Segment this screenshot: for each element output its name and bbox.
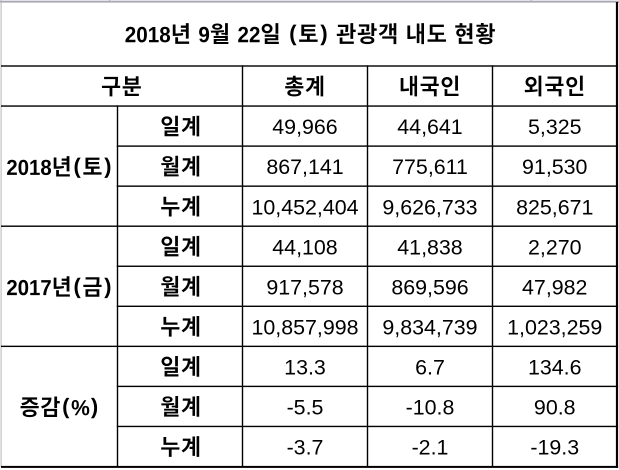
svg-text:13.3: 13.3: [284, 355, 326, 379]
svg-text:-10.8: -10.8: [406, 396, 455, 420]
svg-text:10,857,998: 10,857,998: [251, 315, 358, 339]
svg-text:775,611: 775,611: [392, 155, 468, 179]
svg-text:44,641: 44,641: [397, 115, 462, 139]
svg-text:47,982: 47,982: [522, 275, 587, 299]
svg-text:41,838: 41,838: [397, 235, 462, 259]
svg-text:1,023,259: 1,023,259: [507, 315, 602, 339]
svg-text:9,626,733: 9,626,733: [382, 195, 477, 219]
svg-text:-19.3: -19.3: [530, 436, 579, 460]
svg-text:10,452,404: 10,452,404: [251, 195, 358, 219]
svg-text:869,596: 869,596: [391, 275, 468, 299]
svg-text:90.8: 90.8: [534, 396, 576, 420]
svg-text:44,108: 44,108: [272, 235, 337, 259]
svg-text:917,578: 917,578: [266, 275, 343, 299]
svg-text:9,834,739: 9,834,739: [382, 315, 477, 339]
svg-text:49,966: 49,966: [272, 115, 337, 139]
svg-text:2,270: 2,270: [528, 235, 582, 259]
svg-text:91,530: 91,530: [522, 155, 588, 179]
svg-text:867,141: 867,141: [266, 155, 343, 179]
svg-text:6.7: 6.7: [415, 355, 445, 379]
svg-text:134.6: 134.6: [528, 355, 582, 379]
svg-text:-5.5: -5.5: [287, 396, 324, 420]
svg-text:-2.1: -2.1: [412, 436, 449, 460]
svg-text:5,325: 5,325: [528, 115, 582, 139]
svg-text:825,671: 825,671: [516, 195, 593, 219]
svg-text:-3.7: -3.7: [287, 436, 324, 460]
